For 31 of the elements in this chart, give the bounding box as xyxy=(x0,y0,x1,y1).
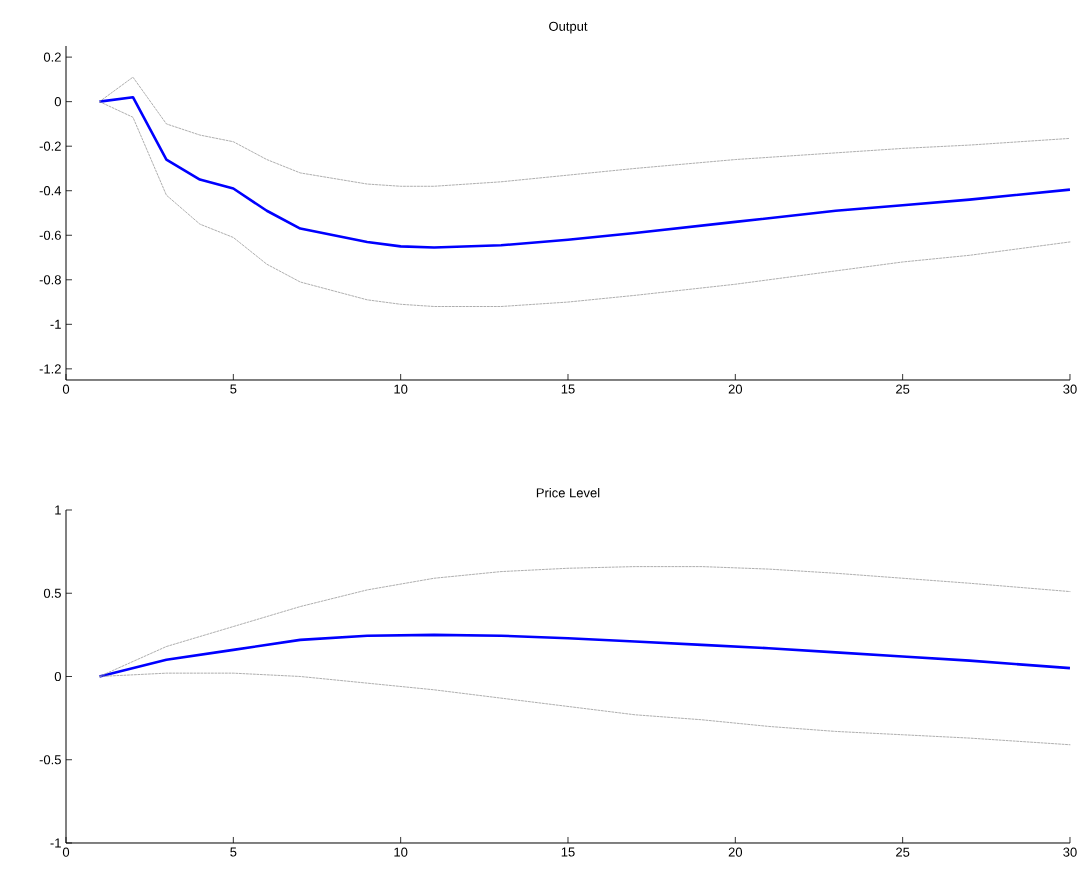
y-tick-label: -1 xyxy=(50,319,61,329)
x-tick-label: 30 xyxy=(1063,384,1077,394)
x-tick-label: 0 xyxy=(62,384,70,394)
y-tick-label: 1 xyxy=(55,505,61,515)
x-tick-label: 20 xyxy=(728,847,743,857)
y-tick-label: 0.2 xyxy=(43,52,61,62)
y-tick-label: -0.8 xyxy=(39,275,61,285)
y-tick-label: -0.4 xyxy=(39,186,62,196)
y-tick-label: -0.2 xyxy=(39,141,61,151)
y-tick-label: -1 xyxy=(50,838,61,848)
x-tick-label: 30 xyxy=(1063,847,1077,857)
x-tick-label: 20 xyxy=(728,384,743,394)
chart-title: Price Level xyxy=(536,487,600,498)
chart-title: Output xyxy=(549,21,588,34)
x-tick-label: 10 xyxy=(394,384,408,394)
y-tick-label: 0.5 xyxy=(43,588,61,598)
y-tick-label: -1.2 xyxy=(39,364,61,374)
x-tick-label: 25 xyxy=(896,384,910,394)
y-tick-label: -0.5 xyxy=(39,755,61,765)
x-tick-label: 0 xyxy=(62,847,70,857)
x-tick-label: 5 xyxy=(230,384,237,394)
x-tick-label: 25 xyxy=(896,847,910,857)
x-tick-label: 10 xyxy=(394,847,408,857)
y-tick-label: 0 xyxy=(54,671,61,682)
x-tick-label: 5 xyxy=(230,847,237,857)
x-tick-label: 15 xyxy=(561,384,575,394)
y-tick-label: -0.6 xyxy=(39,230,61,240)
line-series xyxy=(98,95,1072,249)
line-series xyxy=(98,633,1072,678)
x-tick-label: 15 xyxy=(561,847,575,857)
y-tick-label: 0 xyxy=(54,97,61,107)
